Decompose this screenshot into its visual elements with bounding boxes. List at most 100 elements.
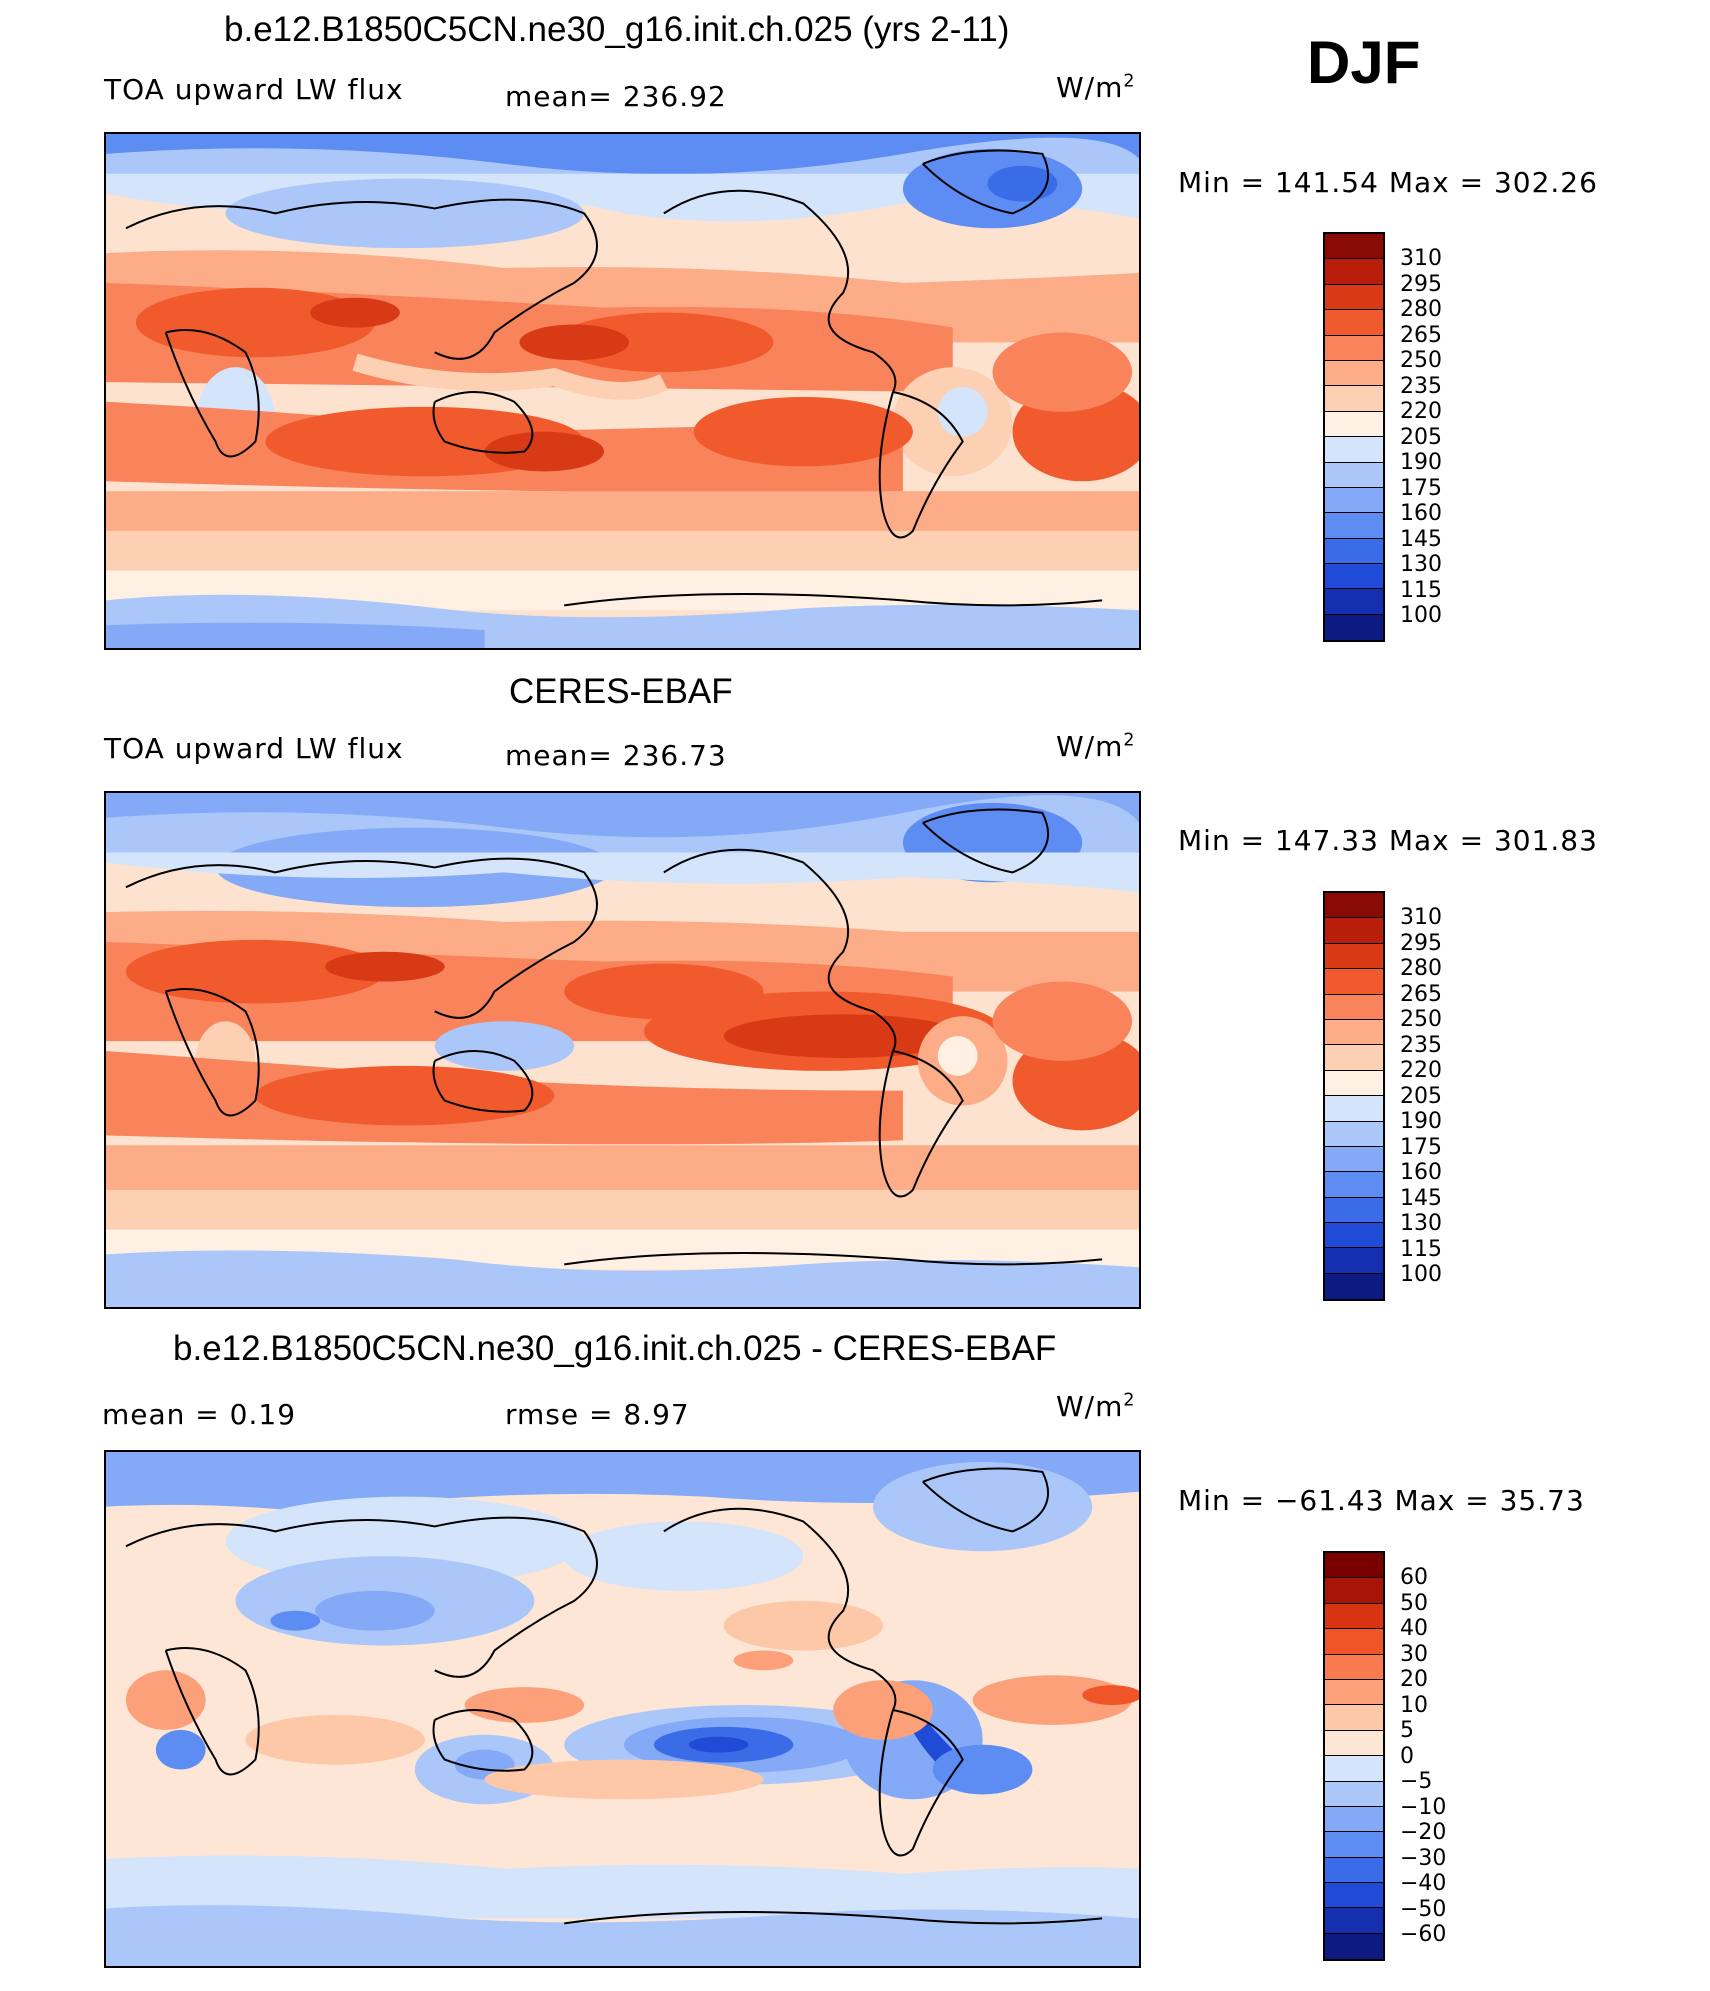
- panel-3-colorbar-swatch: [1325, 1578, 1383, 1604]
- panel-3-colorbar-tick: 5: [1400, 1718, 1414, 1743]
- panel-2-colorbar-tick: 250: [1400, 1007, 1442, 1032]
- panel-1-colorbar-tick: 160: [1400, 501, 1442, 526]
- panel-3-colorbar-tick: −50: [1400, 1897, 1447, 1922]
- panel-1-colorbar-swatch: [1325, 564, 1383, 590]
- panel-1-field-label: TOA upward LW flux: [104, 73, 404, 106]
- panel-2-colorbar-tick: 280: [1400, 956, 1442, 981]
- panel-1-map: [104, 132, 1141, 650]
- panel-1-colorbar-swatch: [1325, 386, 1383, 412]
- panel-3-colorbar-swatch: [1325, 1730, 1383, 1757]
- panel-1-colorbar-tick: 115: [1400, 578, 1442, 603]
- panel-3-colorbar-tick: −5: [1400, 1769, 1433, 1794]
- panel-3-colorbar-tick: 20: [1400, 1667, 1428, 1692]
- panel-1-colorbar-swatch: [1325, 234, 1383, 260]
- panel-1-colorbar-tick: 145: [1400, 527, 1442, 552]
- panel-3-colorbar-tick: −10: [1400, 1795, 1447, 1820]
- panel-2-colorbar-swatch: [1325, 918, 1383, 944]
- panel-3-colorbar-swatch: [1325, 1553, 1383, 1579]
- panel-3-colorbar-swatch: [1325, 1933, 1383, 1960]
- panel-2-colorbar-swatch: [1325, 1248, 1383, 1274]
- panel-3-colorbar-tick: 60: [1400, 1565, 1428, 1590]
- panel-1-colorbar-swatch: [1325, 538, 1383, 565]
- panel-1-colorbar: [1323, 232, 1385, 643]
- panel-2-colorbar-swatch: [1325, 943, 1383, 970]
- panel-2-colorbar-swatch: [1325, 1273, 1383, 1300]
- panel-3-colorbar-swatch: [1325, 1756, 1383, 1782]
- panel-3-colorbar-swatch: [1325, 1629, 1383, 1655]
- panel-2-field-label: TOA upward LW flux: [104, 732, 404, 765]
- panel-2-colorbar-swatch: [1325, 1121, 1383, 1147]
- panel-1-colorbar-tick: 100: [1400, 603, 1442, 628]
- panel-2-colorbar-tick: 100: [1400, 1262, 1442, 1287]
- panel-2-colorbar-swatch: [1325, 1070, 1383, 1097]
- panel-2-map: [104, 791, 1141, 1309]
- panel-3-colorbar-swatch: [1325, 1883, 1383, 1909]
- panel-1-colorbar-swatch: [1325, 259, 1383, 285]
- panel-2-colorbar-swatch: [1325, 1045, 1383, 1071]
- panel-3-colorbar-tick: 30: [1400, 1642, 1428, 1667]
- panel-1-colorbar-tick: 265: [1400, 323, 1442, 348]
- panel-2-colorbar-swatch: [1325, 893, 1383, 919]
- panel-2-colorbar-swatch: [1325, 1019, 1383, 1046]
- panel-1-colorbar-tick: 310: [1400, 246, 1442, 271]
- panel-1-title: b.e12.B1850C5CN.ne30_g16.init.ch.025 (yr…: [224, 10, 1010, 49]
- panel-3-colorbar-tick: −40: [1400, 1871, 1447, 1896]
- panel-2-colorbar-tick: 220: [1400, 1058, 1442, 1083]
- panel-1-minmax: Min = 141.54 Max = 302.26: [1178, 166, 1598, 199]
- panel-1-colorbar-swatch: [1325, 360, 1383, 387]
- panel-1-units: W/m2: [1056, 71, 1136, 104]
- panel-3-colorbar-tick: 10: [1400, 1693, 1428, 1718]
- panel-3-minmax: Min = −61.43 Max = 35.73: [1178, 1484, 1585, 1517]
- panel-2-title: CERES-EBAF: [509, 672, 733, 711]
- panel-2-colorbar-swatch: [1325, 1172, 1383, 1198]
- panel-2-colorbar-tick: 160: [1400, 1160, 1442, 1185]
- panel-3-colorbar-swatch: [1325, 1806, 1383, 1833]
- season-label: DJF: [1307, 29, 1421, 96]
- panel-1-colorbar-tick: 205: [1400, 425, 1442, 450]
- panel-3-colorbar-swatch: [1325, 1654, 1383, 1680]
- panel-2-mean: mean= 236.73: [505, 739, 727, 772]
- panel-2-colorbar-swatch: [1325, 1223, 1383, 1249]
- panel-3-colorbar-tick: 40: [1400, 1616, 1428, 1641]
- panel-2-colorbar-tick: 205: [1400, 1084, 1442, 1109]
- panel-3-colorbar-swatch: [1325, 1908, 1383, 1934]
- panel-1-colorbar-swatch: [1325, 411, 1383, 438]
- panel-2-colorbar-tick: 190: [1400, 1109, 1442, 1134]
- panel-2-colorbar-tick: 145: [1400, 1186, 1442, 1211]
- panel-3-title: b.e12.B1850C5CN.ne30_g16.init.ch.025 - C…: [173, 1329, 1057, 1368]
- panel-1-colorbar-tick: 235: [1400, 374, 1442, 399]
- panel-1-colorbar-tick: 250: [1400, 348, 1442, 373]
- panel-1-colorbar-tick: 295: [1400, 272, 1442, 297]
- panel-3-colorbar-swatch: [1325, 1781, 1383, 1807]
- panel-1-colorbar-swatch: [1325, 589, 1383, 615]
- panel-3-rmse: rmse = 8.97: [505, 1398, 690, 1431]
- panel-1-colorbar-swatch: [1325, 284, 1383, 311]
- panel-1-colorbar-swatch: [1325, 437, 1383, 463]
- panel-1-colorbar-swatch: [1325, 513, 1383, 539]
- panel-1-colorbar-tick: 220: [1400, 399, 1442, 424]
- panel-1-colorbar-swatch: [1325, 462, 1383, 488]
- panel-1-colorbar-swatch: [1325, 487, 1383, 514]
- panel-2-units: W/m2: [1056, 730, 1136, 763]
- panel-2-colorbar-tick: 310: [1400, 905, 1442, 930]
- panel-2-colorbar-swatch: [1325, 994, 1383, 1020]
- panel-2-colorbar-tick: 295: [1400, 931, 1442, 956]
- panel-3-map: [104, 1450, 1141, 1968]
- panel-2-colorbar-swatch: [1325, 1197, 1383, 1224]
- panel-3-colorbar-swatch: [1325, 1679, 1383, 1706]
- panel-2-colorbar-tick: 175: [1400, 1135, 1442, 1160]
- panel-3-colorbar-tick: −30: [1400, 1846, 1447, 1871]
- panel-3-colorbar-swatch: [1325, 1705, 1383, 1731]
- panel-1-colorbar-tick: 175: [1400, 476, 1442, 501]
- panel-3-mean: mean = 0.19: [102, 1398, 297, 1431]
- panel-2-colorbar-tick: 115: [1400, 1237, 1442, 1262]
- panel-2-colorbar-swatch: [1325, 1146, 1383, 1173]
- panel-1-colorbar-swatch: [1325, 614, 1383, 641]
- panel-3-units: W/m2: [1056, 1390, 1136, 1423]
- panel-1-mean: mean= 236.92: [505, 80, 727, 113]
- panel-2-colorbar-tick: 130: [1400, 1211, 1442, 1236]
- panel-2-colorbar-swatch: [1325, 1096, 1383, 1122]
- panel-3-colorbar-swatch: [1325, 1832, 1383, 1858]
- panel-3-colorbar-swatch: [1325, 1603, 1383, 1630]
- panel-1-colorbar-tick: 190: [1400, 450, 1442, 475]
